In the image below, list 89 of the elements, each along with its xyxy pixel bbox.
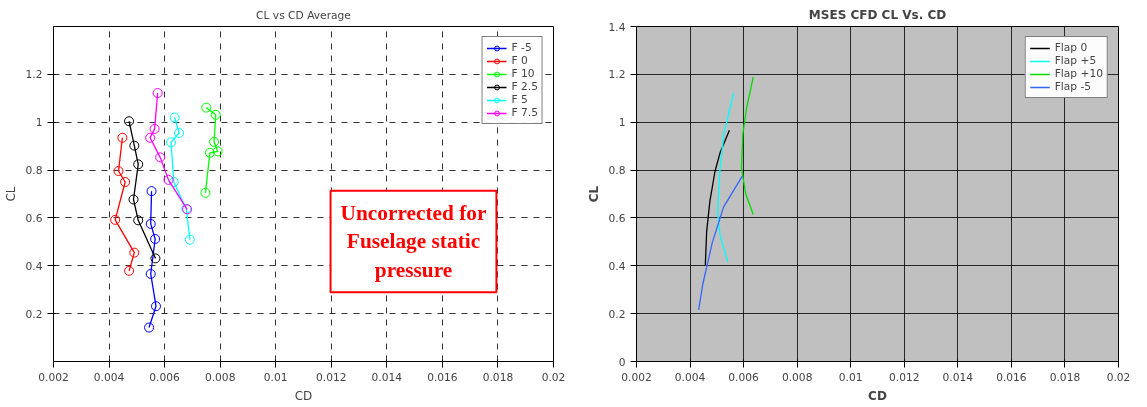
legend-label: Flap +5 <box>1054 54 1097 67</box>
point <box>145 268 156 279</box>
point <box>145 218 156 229</box>
x-tick-label: 0.008 <box>781 370 813 384</box>
annotation: Uncorrected for Fuselage static pressure <box>340 200 487 283</box>
x-tick-label: 0.002 <box>38 370 69 384</box>
point <box>174 127 185 138</box>
chart-title: CL vs CD Average <box>256 8 351 22</box>
point <box>149 123 160 134</box>
y-tick-label: 0.6 <box>25 211 43 225</box>
x-axis-title: CD <box>294 388 313 403</box>
point <box>150 253 161 264</box>
y-tick-label: 0.4 <box>608 259 626 273</box>
line-series <box>697 175 743 311</box>
legend-label: Flap 0 <box>1054 41 1088 54</box>
point <box>168 177 179 188</box>
point <box>210 109 221 120</box>
x-tick-label: 0.018 <box>482 370 514 384</box>
x-tick-label: 0.014 <box>371 370 403 384</box>
y-tick-label: 1 <box>618 116 626 130</box>
point <box>120 177 131 188</box>
x-tick-label: 0.01 <box>838 370 863 384</box>
point <box>110 214 121 225</box>
y-axis-title: CL <box>3 186 18 202</box>
point <box>169 112 180 123</box>
legend-label: Flap +10 <box>1054 67 1103 80</box>
x-tick-label: 0.014 <box>942 370 974 384</box>
point <box>204 147 215 158</box>
point <box>150 233 161 244</box>
y-tick-label: 0.6 <box>608 211 626 225</box>
point <box>117 132 128 143</box>
point <box>128 194 139 205</box>
point <box>166 137 176 148</box>
point <box>145 132 156 143</box>
line-series <box>740 76 754 216</box>
y-tick-label: 0.2 <box>25 307 43 321</box>
point <box>124 116 135 127</box>
x-tick-label: 0.004 <box>93 370 125 384</box>
point <box>184 234 195 245</box>
point <box>133 215 144 226</box>
y-tick-label: 0.8 <box>608 164 626 178</box>
legend-label: Flap -5 <box>1054 80 1092 93</box>
legend-label: F -5 <box>511 41 532 54</box>
point <box>144 322 155 333</box>
point <box>163 174 174 185</box>
y-tick-label: 1 <box>35 116 43 130</box>
x-tick-label: 0.016 <box>427 370 458 384</box>
x-tick-label: 0.01 <box>263 370 288 384</box>
point <box>212 146 223 157</box>
x-axis-title: CD <box>868 388 887 403</box>
point <box>124 265 135 276</box>
x-tick-label: 0.016 <box>996 370 1027 384</box>
legend-label: F 7.5 <box>511 106 538 119</box>
chart-title: MSES CFD CL Vs. CD <box>808 7 947 22</box>
y-tick-label: 0.2 <box>608 307 626 321</box>
point <box>152 88 163 99</box>
y-tick-label: 0.8 <box>25 164 43 178</box>
point <box>146 186 157 197</box>
x-tick-label: 0.008 <box>204 370 236 384</box>
point <box>113 166 124 177</box>
y-axis-title: CL <box>586 185 601 203</box>
y-tick-label: 0 <box>618 355 626 369</box>
y-tick-label: 1.4 <box>608 20 626 34</box>
point <box>133 159 144 170</box>
legend-label: F 0 <box>511 54 529 67</box>
x-tick-label: 0.012 <box>316 370 347 384</box>
x-tick-label: 0.018 <box>1049 370 1081 384</box>
legend-label: F 5 <box>511 93 529 106</box>
y-tick-label: 1.2 <box>608 68 626 82</box>
x-tick-label: 0.006 <box>149 370 181 384</box>
x-tick-label: 0.02 <box>1106 370 1131 384</box>
point <box>200 187 211 198</box>
legend-label: F 10 <box>511 67 535 80</box>
y-tick-label: 1.2 <box>25 68 43 82</box>
point <box>129 140 140 151</box>
point <box>129 247 140 258</box>
x-tick-label: 0.02 <box>541 370 566 384</box>
point <box>209 136 220 147</box>
line-series <box>716 92 735 263</box>
x-tick-label: 0.006 <box>728 370 760 384</box>
legend-label: F 2.5 <box>511 80 538 93</box>
x-tick-label: 0.012 <box>889 370 920 384</box>
y-tick-label: 0.4 <box>25 259 43 273</box>
x-tick-label: 0.002 <box>621 370 652 384</box>
point <box>151 301 161 312</box>
point <box>155 152 166 163</box>
point <box>201 102 212 113</box>
line-series <box>704 129 731 266</box>
x-tick-label: 0.004 <box>674 370 706 384</box>
